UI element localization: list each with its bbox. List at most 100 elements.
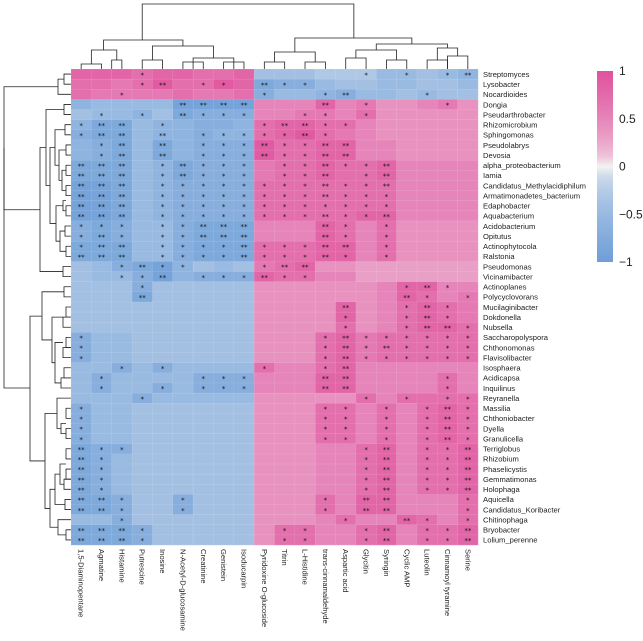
heatmap-cell [111,524,133,536]
heatmap-cell [396,241,418,252]
heatmap-cell [213,504,234,515]
heatmap-cell [457,210,479,222]
heatmap-cell [315,372,336,384]
significance-marker: * [425,335,429,343]
significance-marker: * [161,162,165,170]
heatmap-cells [70,68,479,546]
significance-marker: * [344,314,348,322]
heatmap-cell [315,332,336,343]
significance-marker: ** [342,355,350,363]
heatmap-cell [71,393,92,404]
heatmap-cell [152,79,173,90]
heatmap-cell [294,160,316,171]
heatmap-cell [376,109,397,120]
significance-marker: * [161,122,165,130]
heatmap-cell [111,119,133,130]
heatmap-cell [152,423,173,434]
heatmap-cell [274,474,296,485]
dendrogram-branch [294,37,413,52]
heatmap-cell [416,69,438,80]
heatmap-cell [132,494,153,505]
heatmap-cell [437,99,458,110]
heatmap-cell [213,453,234,465]
significance-marker: * [405,324,409,332]
heatmap-cell [376,79,397,90]
significance-marker: * [79,355,83,363]
heatmap-cell [396,433,418,444]
heatmap-cell [396,312,418,323]
significance-marker: ** [464,476,472,484]
heatmap-cell [274,484,296,495]
significance-marker: * [324,497,328,505]
heatmap-cell [376,352,397,363]
heatmap-cell [213,443,234,455]
heatmap-cell [111,534,133,546]
heatmap-cell [376,463,397,475]
significance-marker: * [242,152,246,160]
heatmap-cell [376,180,397,191]
heatmap-cell [233,463,255,475]
heatmap-cell [193,99,214,110]
heatmap-cell [274,150,296,161]
heatmap-cell [233,99,255,110]
significance-marker: ** [383,173,391,181]
heatmap-cell [437,362,458,374]
heatmap-cell [396,403,418,414]
heatmap-cell [457,352,479,363]
heatmap-cell [71,210,92,222]
heatmap-cell [457,453,479,465]
significance-marker: ** [383,213,391,221]
heatmap-cell [233,382,255,394]
heatmap-cell [172,423,194,434]
significance-marker: * [344,416,348,424]
significance-marker: * [364,345,368,353]
significance-marker: * [344,436,348,444]
heatmap-cell [274,281,296,293]
significance-marker: * [364,335,368,343]
significance-marker: * [446,487,450,495]
heatmap-cell [457,69,479,80]
significance-marker: * [324,365,328,373]
heatmap-cell [152,474,173,485]
heatmap-cell [274,413,296,424]
heatmap-cell [132,382,153,394]
heatmap-cell [416,109,438,120]
heatmap-cell [315,69,336,80]
heatmap-cell [71,170,92,181]
heatmap-cell [416,89,438,100]
heatmap-cell [437,210,458,222]
significance-marker: * [79,335,83,343]
heatmap-cell [376,484,397,495]
heatmap-cell [111,69,133,80]
heatmap-cell [71,484,92,495]
heatmap-cell [355,504,377,515]
significance-marker: * [181,223,185,231]
significance-marker: * [161,223,165,231]
significance-marker: * [140,537,144,545]
heatmap-cell [213,382,234,394]
heatmap-cell [132,170,153,181]
heatmap-cell [132,251,153,262]
heatmap-cell [274,200,296,211]
heatmap-cell [111,463,133,475]
significance-marker: * [364,183,368,191]
heatmap-cell [213,271,234,282]
heatmap-cell [193,139,214,151]
heatmap-cell [315,160,336,171]
column-label: Creatinine [199,549,208,584]
row-label: Aquicella [483,495,515,504]
heatmap-cell [172,210,194,222]
heatmap-cell [416,494,438,505]
significance-marker: * [364,71,368,79]
heatmap-cell [71,453,92,465]
dendrogram-branch [65,245,71,257]
heatmap-cell [376,231,397,242]
heatmap-cell [335,160,357,171]
heatmap-cell [71,534,92,546]
significance-marker: * [446,355,450,363]
column-label: L-Histidine [301,549,310,585]
significance-marker: ** [220,102,228,110]
dendrogram-branch [59,463,66,485]
heatmap-cell [233,241,255,252]
heatmap-cell [437,433,458,444]
